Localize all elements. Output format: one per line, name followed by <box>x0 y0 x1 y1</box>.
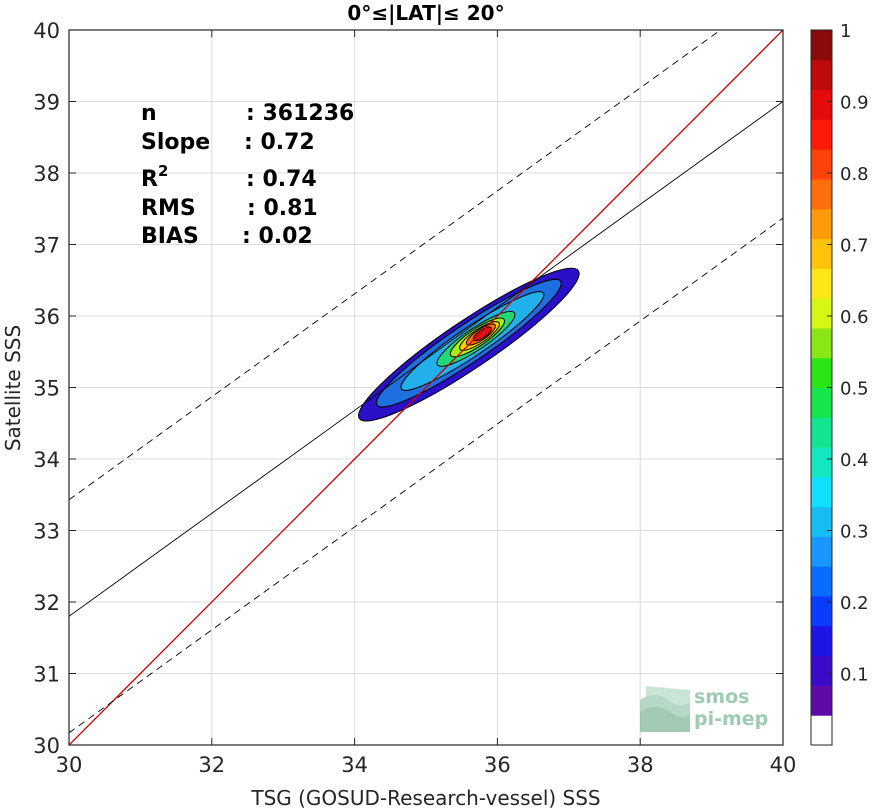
regression-lines <box>69 30 783 745</box>
colorbar-segment <box>811 59 832 91</box>
x-axis-label: TSG (GOSUD-Research-vessel) SSS <box>250 786 600 810</box>
colorbar-segment <box>811 208 832 240</box>
colorbar-segment <box>811 596 832 627</box>
colorbar-segment <box>811 506 832 537</box>
chart-title: 0°≤|LAT|≤ 20° <box>347 1 504 25</box>
y-tick-label: 31 <box>33 663 60 687</box>
fit-bound-line <box>69 217 783 734</box>
colorbar-segment <box>811 625 832 657</box>
colorbar-segment <box>811 715 832 746</box>
colorbar-tick-label: 0.4 <box>840 450 869 471</box>
y-tick-label: 38 <box>33 162 60 186</box>
stat-value: : 0.72 <box>244 130 315 155</box>
colorbar-tick-label: 0.2 <box>840 593 869 614</box>
colorbar-tick-label: 0.8 <box>840 164 869 185</box>
colorbar-ticks: 0.1 0.2 0.3 0.4 0.5 0.6 0.7 0.8 0.9 1 <box>827 21 869 686</box>
fit-bound-line <box>69 30 722 501</box>
y-tick-label: 34 <box>33 448 60 472</box>
colorbar-segment <box>811 655 832 686</box>
colorbar-tick-label: 0.5 <box>840 379 869 400</box>
y-tick-label: 35 <box>33 377 60 401</box>
colorbar-segment <box>811 387 832 418</box>
colorbar-segment <box>811 536 832 567</box>
y-tick-label: 40 <box>33 19 60 43</box>
colorbar-tick-label: 0.9 <box>840 93 869 114</box>
x-tick-label: 32 <box>198 753 225 777</box>
x-tick-label: 36 <box>484 753 511 777</box>
y-tick-label: 30 <box>33 734 60 758</box>
stat-value: : 0.02 <box>242 224 313 249</box>
y-tick-label: 39 <box>33 91 60 115</box>
colorbar-tick-label: 0.7 <box>840 236 869 257</box>
colorbar-segment <box>811 417 832 448</box>
colorbar <box>810 29 833 746</box>
colorbar-tick-label: 1 <box>840 21 851 42</box>
colorbar-segment <box>811 268 832 299</box>
colorbar-segment <box>811 476 832 508</box>
stat-label: BIAS <box>141 224 199 249</box>
identity-line <box>69 30 783 745</box>
stat-label: RMS <box>141 196 196 221</box>
colorbar-segment <box>811 30 832 61</box>
x-tick-label: 40 <box>770 753 797 777</box>
smos-pimep-logo: smos pi-mep <box>640 686 768 732</box>
y-tick-label: 32 <box>33 591 60 615</box>
y-axis-ticks: 30 31 32 33 34 35 36 37 38 39 40 <box>33 19 783 758</box>
grid-lines <box>68 29 784 746</box>
colorbar-segment <box>811 298 832 329</box>
colorbar-tick-label: 0.1 <box>840 665 869 686</box>
x-tick-label: 34 <box>341 753 368 777</box>
colorbar-segment <box>811 327 832 359</box>
colorbar-tick-label: 0.6 <box>840 307 869 328</box>
colorbar-segment <box>811 566 832 597</box>
colorbar-segment <box>811 89 832 120</box>
x-axis-ticks: 30 32 34 36 38 40 <box>56 30 797 777</box>
fit-line <box>69 101 783 617</box>
logo-line1: smos <box>694 686 749 708</box>
colorbar-segment <box>811 238 832 269</box>
logo-line2: pi-mep <box>694 708 768 730</box>
y-axis-label: Satellite SSS <box>1 325 25 451</box>
stat-label: Slope <box>141 130 210 155</box>
colorbar-segment <box>811 685 832 716</box>
colorbar-segment <box>811 119 832 150</box>
logo-wave-icon <box>640 686 690 732</box>
y-tick-label: 36 <box>33 305 60 329</box>
colorbar-segment <box>811 149 832 180</box>
colorbar-segment <box>811 447 832 478</box>
colorbar-segment <box>811 357 832 388</box>
colorbar-segment <box>811 178 832 210</box>
y-tick-label: 37 <box>33 234 60 258</box>
x-tick-label: 30 <box>56 753 83 777</box>
y-tick-label: 33 <box>33 520 60 544</box>
stat-value: : 0.74 <box>246 167 317 192</box>
x-tick-label: 38 <box>627 753 654 777</box>
stat-value: : 0.81 <box>247 196 318 221</box>
colorbar-tick-label: 0.3 <box>840 522 869 543</box>
stat-label: n <box>141 101 157 126</box>
stat-value: : 361236 <box>246 101 354 126</box>
